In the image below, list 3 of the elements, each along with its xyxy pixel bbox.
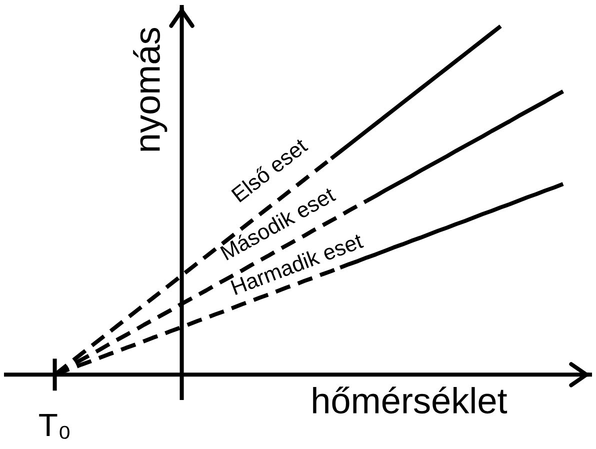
text: T₀ [39, 414, 70, 439]
x-axis-title: hőmérséklet [313, 386, 508, 414]
y-axis-title: nyomás [133, 28, 168, 151]
